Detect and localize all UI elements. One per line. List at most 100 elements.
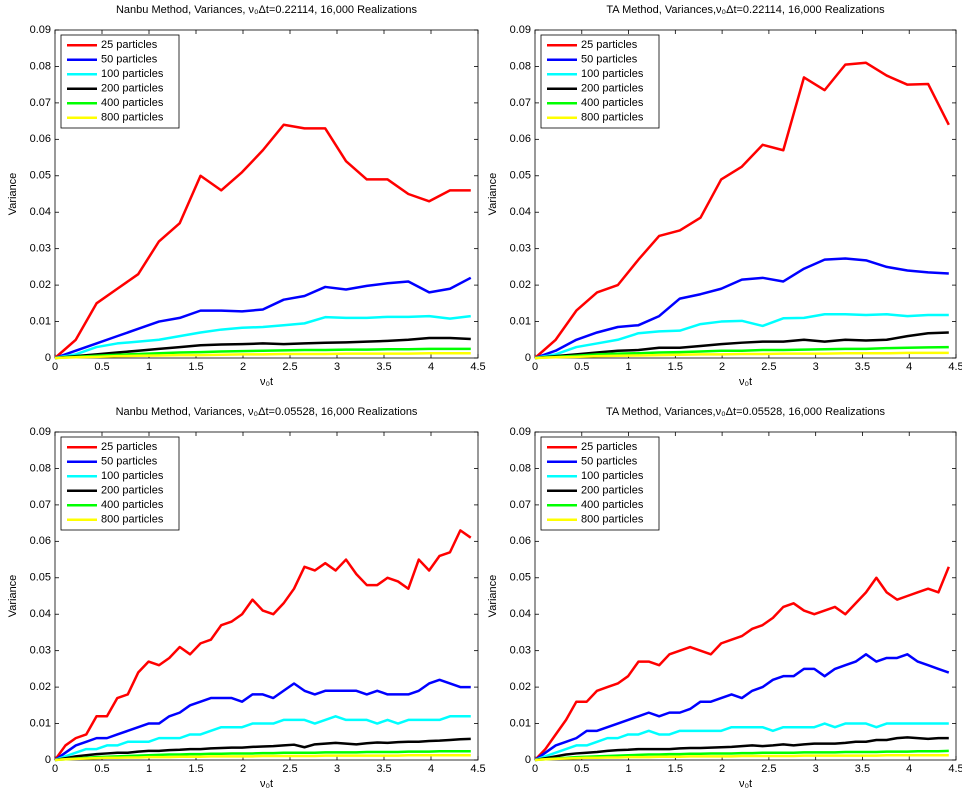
- legend-box: [60, 34, 180, 129]
- x-tick-label: 2: [240, 763, 246, 775]
- y-tick-label: 0.01: [30, 717, 51, 729]
- y-tick-label: 0.09: [510, 24, 531, 36]
- x-tick-label: 3.5: [376, 763, 391, 775]
- legend-box: [540, 436, 660, 531]
- legend-label: 100 particles: [581, 470, 644, 482]
- x-tick-label: 4: [906, 763, 912, 775]
- x-tick-label: 2: [719, 361, 725, 373]
- subplot: Nanbu Method, Variances, ν₀Δt=0.05528, 1…: [7, 406, 486, 790]
- legend-label: 400 particles: [581, 97, 644, 109]
- series-line: [54, 715, 471, 762]
- legend-label: 400 particles: [581, 499, 644, 511]
- legend-label: 800 particles: [581, 514, 644, 526]
- legend-label: 100 particles: [581, 68, 644, 80]
- legend-label: 400 particles: [101, 97, 164, 109]
- legend-label: 200 particles: [101, 83, 164, 95]
- x-tick-label: 1.5: [188, 361, 203, 373]
- legend: 25 particles 50 particles 100 particles 200…: [60, 34, 180, 129]
- x-tick-label: 0.5: [574, 763, 589, 775]
- legend: 25 particles 50 particles 100 particles 200…: [540, 436, 660, 531]
- x-tick-label: 0.5: [574, 361, 589, 373]
- y-tick-label: 0.08: [30, 462, 51, 474]
- y-tick-label: 0.09: [510, 426, 531, 438]
- y-tick-label: 0.03: [30, 645, 51, 657]
- x-tick-label: 4.5: [948, 361, 962, 373]
- series-line: [534, 313, 949, 360]
- series-line: [54, 314, 471, 360]
- x-tick-label: 3: [334, 361, 340, 373]
- y-tick-label: 0: [525, 352, 531, 364]
- x-tick-label: 1: [146, 361, 152, 373]
- y-tick-label: 0.05: [510, 572, 531, 584]
- y-tick-label: 0.05: [30, 170, 51, 182]
- legend: 25 particles 50 particles 100 particles 200…: [540, 34, 660, 129]
- series-line: [54, 276, 472, 360]
- y-tick-label: 0.07: [510, 499, 531, 511]
- y-tick-label: 0.08: [510, 60, 531, 72]
- series-line: [54, 754, 471, 762]
- legend-label: 25 particles: [581, 441, 638, 453]
- legend-label: 25 particles: [101, 39, 158, 51]
- chart-title: TA Method, Variances,ν₀Δt=0.05528, 16,00…: [606, 406, 886, 418]
- y-tick-label: 0.02: [510, 681, 531, 693]
- subplot: TA Method, Variances,ν₀Δt=0.05528, 16,00…: [487, 406, 962, 790]
- x-tick-label: 3.5: [855, 763, 870, 775]
- x-axis-label: ν₀t: [739, 376, 752, 388]
- x-tick-label: 4.5: [470, 763, 485, 775]
- y-tick-label: 0: [45, 352, 51, 364]
- legend-label: 100 particles: [101, 470, 164, 482]
- series-line: [54, 336, 471, 360]
- y-tick-label: 0.06: [510, 535, 531, 547]
- y-tick-label: 0.01: [510, 315, 531, 327]
- x-tick-label: 0.5: [94, 361, 109, 373]
- x-axis-label: ν₀t: [260, 376, 273, 388]
- series-line: [534, 754, 949, 762]
- y-tick-label: 0.01: [510, 717, 531, 729]
- legend-label: 800 particles: [581, 112, 644, 124]
- x-tick-label: 0: [52, 361, 58, 373]
- x-tick-label: 2.5: [761, 361, 776, 373]
- legend-box: [60, 436, 180, 531]
- x-tick-label: 0: [532, 763, 538, 775]
- series-line: [534, 566, 950, 761]
- x-tick-label: 1: [625, 763, 631, 775]
- legend-box: [540, 34, 660, 129]
- series-line: [53, 529, 472, 761]
- x-tick-label: 2.5: [761, 763, 776, 775]
- legend-label: 800 particles: [101, 514, 164, 526]
- y-axis-label: Variance: [7, 575, 19, 618]
- y-tick-label: 0.02: [30, 681, 51, 693]
- x-tick-label: 1.5: [188, 763, 203, 775]
- x-tick-label: 0: [532, 361, 538, 373]
- x-axis-label: ν₀t: [260, 778, 273, 790]
- x-tick-label: 2.5: [282, 361, 297, 373]
- y-tick-label: 0.04: [30, 206, 51, 218]
- y-tick-label: 0: [525, 754, 531, 766]
- y-axis-label: Variance: [487, 173, 499, 216]
- legend: 25 particles 50 particles 100 particles 200…: [60, 436, 180, 531]
- x-tick-label: 3: [334, 763, 340, 775]
- x-tick-label: 0: [52, 763, 58, 775]
- x-tick-label: 4.5: [948, 763, 962, 775]
- x-tick-label: 2: [240, 361, 246, 373]
- y-tick-label: 0.07: [30, 499, 51, 511]
- legend-label: 50 particles: [101, 456, 158, 468]
- series-line: [54, 678, 471, 762]
- x-tick-label: 3: [813, 361, 819, 373]
- x-tick-label: 4: [428, 763, 434, 775]
- x-tick-label: 2.5: [282, 763, 297, 775]
- legend-label: 100 particles: [101, 68, 164, 80]
- y-tick-label: 0.05: [510, 170, 531, 182]
- y-tick-label: 0.08: [30, 60, 51, 72]
- series-line: [54, 750, 471, 762]
- series-line: [534, 331, 949, 360]
- x-tick-label: 4: [906, 361, 912, 373]
- y-tick-label: 0.03: [30, 243, 51, 255]
- series-line: [534, 61, 950, 359]
- chart-title: Nanbu Method, Variances, ν₀Δt=0.22114, 1…: [116, 4, 418, 16]
- x-tick-label: 0.5: [94, 763, 109, 775]
- y-tick-label: 0.06: [30, 133, 51, 145]
- legend-label: 25 particles: [101, 441, 158, 453]
- legend-label: 400 particles: [101, 499, 164, 511]
